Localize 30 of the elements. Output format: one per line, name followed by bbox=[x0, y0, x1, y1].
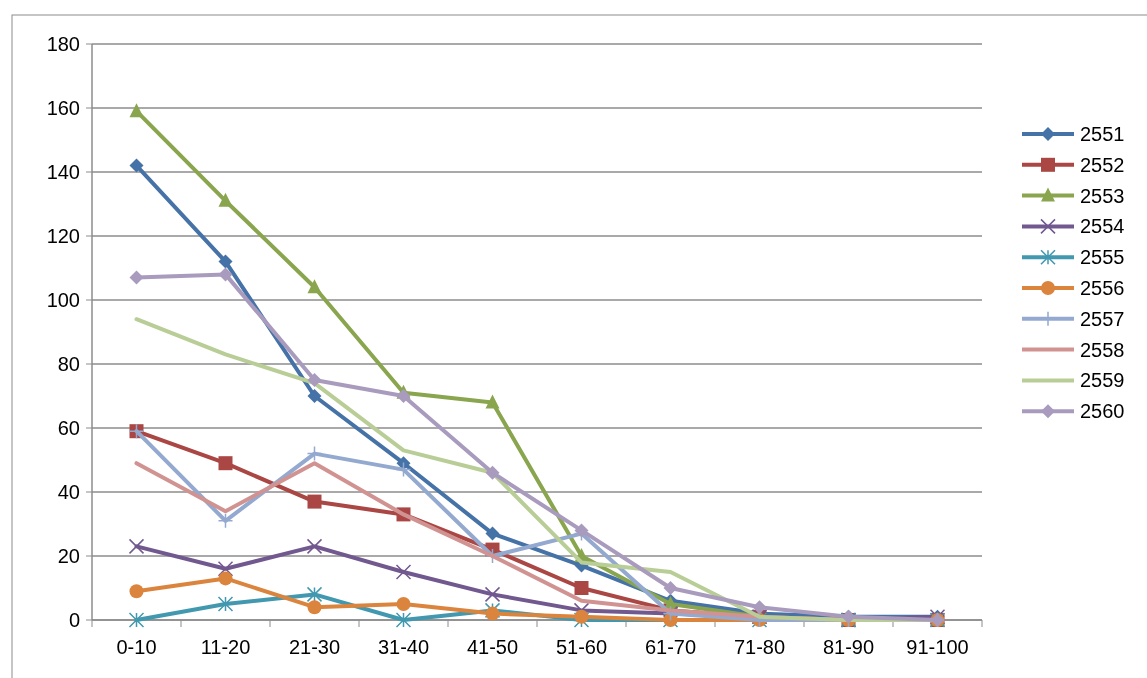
y-tick-label: 120 bbox=[46, 225, 80, 247]
x-tick-label: 0-10 bbox=[116, 636, 157, 658]
y-tick-label: 180 bbox=[46, 33, 80, 55]
x-tick-label: 51-60 bbox=[555, 636, 608, 658]
y-tick-label: 160 bbox=[46, 97, 80, 119]
legend-label: 2554 bbox=[1080, 215, 1125, 238]
y-tick-label: 0 bbox=[68, 609, 80, 631]
x-tick-label: 61-70 bbox=[644, 636, 697, 658]
x-tick-label: 81-90 bbox=[822, 636, 875, 658]
y-tick-label: 140 bbox=[46, 161, 80, 183]
legend-label: 2551 bbox=[1080, 123, 1125, 145]
x-tick-label: 41-50 bbox=[466, 636, 519, 658]
legend-label: 2553 bbox=[1080, 184, 1125, 207]
legend-label: 2555 bbox=[1080, 246, 1125, 269]
legend-label: 2556 bbox=[1080, 277, 1125, 299]
x-tick-label: 21-30 bbox=[288, 636, 341, 658]
y-tick-label: 60 bbox=[57, 417, 80, 439]
legend-label: 2560 bbox=[1080, 400, 1125, 423]
legend-label: 2558 bbox=[1080, 338, 1125, 361]
x-tick-label: 91-100 bbox=[906, 636, 969, 658]
y-tick-label: 20 bbox=[57, 545, 80, 567]
x-tick-label: 31-40 bbox=[377, 636, 430, 658]
legend-label: 2559 bbox=[1080, 369, 1125, 392]
y-tick-label: 80 bbox=[57, 353, 80, 375]
y-tick-label: 100 bbox=[46, 289, 80, 311]
y-tick-label: 40 bbox=[57, 481, 80, 503]
x-tick-label: 71-80 bbox=[733, 636, 786, 658]
legend-label: 2552 bbox=[1080, 153, 1125, 176]
legend-label: 2557 bbox=[1080, 307, 1125, 330]
x-tick-label: 11-20 bbox=[200, 636, 251, 658]
